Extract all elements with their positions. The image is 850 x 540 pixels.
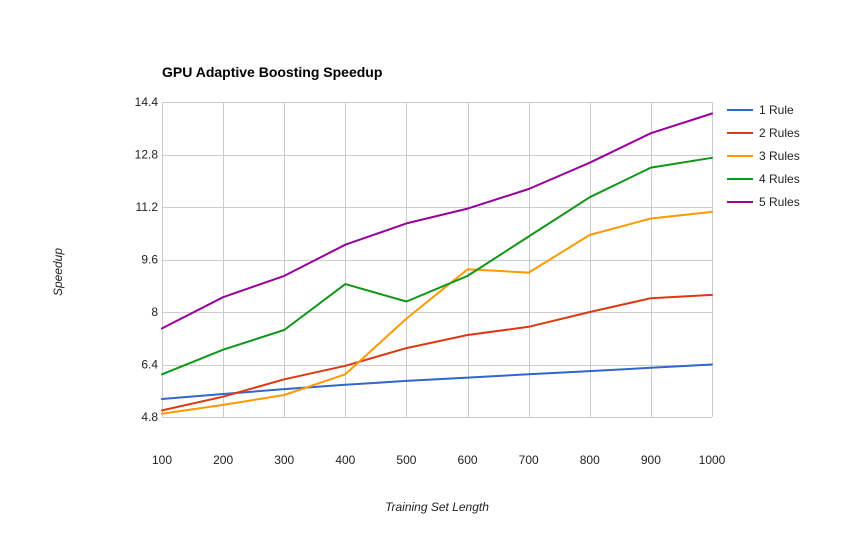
x-tick-label: 900 (641, 453, 661, 467)
legend-label: 5 Rules (759, 195, 800, 209)
legend-label: 1 Rule (759, 103, 794, 117)
x-tick-label: 800 (580, 453, 600, 467)
y-tick-label: 12.8 (135, 148, 159, 162)
y-tick-label: 4.8 (141, 410, 158, 424)
x-tick-label: 200 (213, 453, 233, 467)
legend-item-4: 4 Rules (727, 172, 800, 186)
chart-title: GPU Adaptive Boosting Speedup (162, 64, 382, 80)
legend-label: 2 Rules (759, 126, 800, 140)
series-line-1 (161, 363, 713, 400)
y-axis-title: Speedup (51, 248, 65, 296)
legend-label: 4 Rules (759, 172, 800, 186)
y-tick-label: 11.2 (136, 200, 159, 214)
legend-item-5: 5 Rules (727, 195, 800, 209)
grid (162, 102, 713, 418)
legend-label: 3 Rules (759, 149, 800, 163)
y-tick-label: 14.4 (135, 95, 159, 109)
x-axis-title: Training Set Length (385, 500, 489, 514)
series-line-2 (161, 293, 713, 412)
legend-item-3: 3 Rules (727, 149, 800, 163)
x-tick-label: 400 (335, 453, 355, 467)
series-lines (161, 112, 713, 415)
y-axis-ticks: 4.8 6.4 8 9.6 11.2 12.8 14.4 (135, 95, 159, 424)
x-axis-ticks: 100 200 300 400 500 600 700 800 900 1000 (152, 453, 726, 467)
x-tick-label: 500 (396, 453, 416, 467)
y-tick-label: 8 (151, 305, 158, 319)
series-line-4 (161, 156, 713, 376)
x-tick-label: 300 (274, 453, 294, 467)
legend-item-2: 2 Rules (727, 126, 800, 140)
legend-item-1: 1 Rule (727, 103, 794, 117)
series-line-3 (161, 210, 713, 415)
y-tick-label: 9.6 (141, 253, 158, 267)
y-tick-label: 6.4 (141, 358, 158, 372)
series-line-5 (161, 112, 713, 330)
x-tick-label: 1000 (699, 453, 726, 467)
x-tick-label: 600 (458, 453, 478, 467)
x-tick-label: 100 (152, 453, 172, 467)
x-tick-label: 700 (519, 453, 539, 467)
legend: 1 Rule 2 Rules 3 Rules 4 Rules 5 Rules (727, 103, 800, 209)
